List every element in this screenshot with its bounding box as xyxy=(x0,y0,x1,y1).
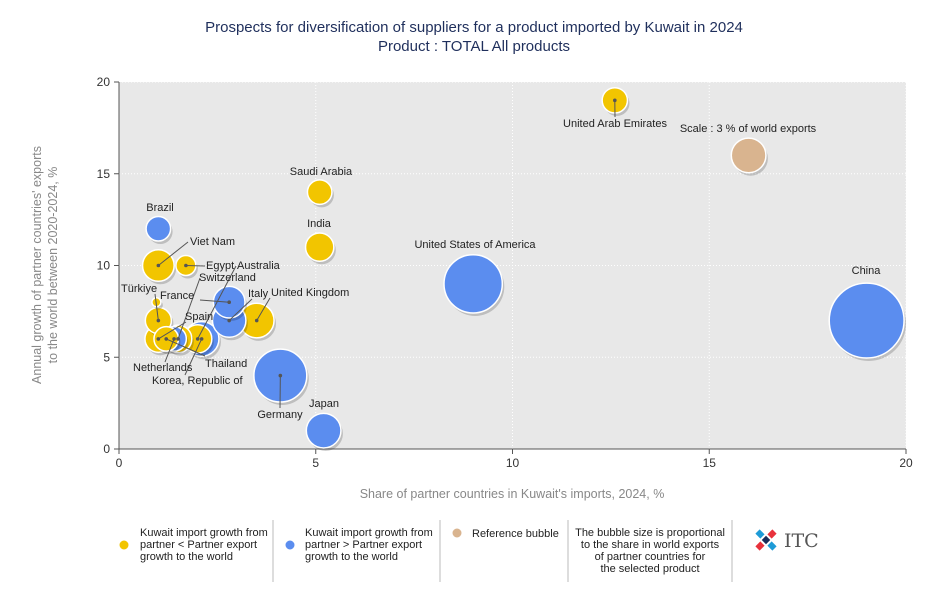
leader-dot xyxy=(156,337,161,341)
bubble-label: Brazil xyxy=(146,202,174,214)
bubble-label: Türkiye xyxy=(121,283,157,295)
leader-dot xyxy=(195,337,200,341)
leader-line xyxy=(185,265,206,267)
y-tick-label: 5 xyxy=(103,350,110,364)
leader-line xyxy=(158,321,187,340)
leader-dot xyxy=(156,318,161,323)
leader-dot xyxy=(254,318,259,323)
leader-line xyxy=(199,299,230,303)
leader-line xyxy=(177,277,201,340)
bubble-circle xyxy=(828,282,905,359)
bubble-point xyxy=(305,412,343,451)
legend-yellow-line2: partner < Partner export xyxy=(140,539,257,551)
bubble-point xyxy=(304,232,336,265)
legend-blue-line2: partner > Partner export xyxy=(305,539,422,551)
bubble-point xyxy=(443,253,505,317)
leader-line xyxy=(228,298,253,321)
bubble-point xyxy=(145,215,173,245)
reference-bubble xyxy=(730,137,768,176)
itc-logo-mark-icon xyxy=(755,529,777,551)
x-axis-title: Share of partner countries in Kuwait's i… xyxy=(360,487,665,501)
grid-lines xyxy=(119,81,907,449)
legend: Kuwait import growth from partner < Part… xyxy=(118,520,819,582)
leader-dot xyxy=(164,337,169,341)
legend-note-line3: of partner countries for xyxy=(595,551,706,563)
bubble-label: Egypt xyxy=(206,260,234,272)
bubble-label: Netherlands xyxy=(133,362,193,374)
bubble-label: Switzerland xyxy=(199,272,256,284)
bubble-circle xyxy=(145,215,172,242)
bubble-label: United Arab Emirates xyxy=(563,118,667,130)
leader-line xyxy=(164,338,175,363)
legend-note-line4: the selected product xyxy=(600,563,699,575)
bubble-circle xyxy=(443,253,504,314)
legend-blue-line1: Kuwait import growth from xyxy=(305,527,433,539)
chart-title: Prospects for diversification of supplie… xyxy=(205,19,743,36)
y-tick-label: 0 xyxy=(103,442,110,456)
bubble-label: India xyxy=(307,218,332,230)
leader-dot xyxy=(227,300,231,305)
y-tick-label: 10 xyxy=(97,259,111,273)
y-axis-title-line1: Annual growth of partner countries' expo… xyxy=(30,146,44,384)
bubble-point xyxy=(828,282,907,361)
leader-dot xyxy=(227,318,231,323)
bubble-label: Thailand xyxy=(205,358,247,370)
x-tick-label: 0 xyxy=(116,456,123,470)
bubble-circle xyxy=(304,232,335,263)
bubble-label: Spain xyxy=(185,311,213,323)
bubble-label: Germany xyxy=(257,409,303,421)
leader-dot xyxy=(156,263,161,268)
y-tick-label: 15 xyxy=(97,167,111,181)
bubble-label: Italy xyxy=(248,288,269,300)
bubble-label: United Kingdom xyxy=(271,287,349,299)
legend-blue-line3: growth to the world xyxy=(305,551,398,563)
leader-dot xyxy=(278,373,283,378)
legend-reference-marker xyxy=(451,527,463,539)
bubble-label: Japan xyxy=(309,398,339,410)
leader-line xyxy=(197,265,237,340)
leader-line xyxy=(166,338,206,357)
bubble-label: China xyxy=(852,265,882,277)
legend-yellow-line1: Kuwait import growth from xyxy=(140,527,268,539)
bubble-circle xyxy=(306,179,333,206)
bubble-label: Korea, Republic of xyxy=(152,375,243,387)
bubble-label: United States of America xyxy=(414,239,536,251)
leader-dot xyxy=(613,98,617,103)
bubble-circle xyxy=(305,412,342,449)
leader-line xyxy=(184,338,203,376)
legend-blue-marker xyxy=(284,539,296,551)
axis-ticks: 0 5 10 15 20 0 5 10 15 20 xyxy=(97,75,913,470)
bubble-label: France xyxy=(160,290,194,302)
itc-logo-text: ITC xyxy=(784,530,819,552)
reference-bubble-label: Scale : 3 % of world exports xyxy=(680,123,817,135)
bubble-label: Saudi Arabia xyxy=(290,166,353,178)
legend-yellow-marker xyxy=(118,539,130,551)
y-axis-title-line2: to the world between 2020-2024, % xyxy=(46,167,60,364)
x-tick-label: 20 xyxy=(899,456,913,470)
legend-note-line2: to the share in world exports xyxy=(581,539,720,551)
bubble-label: Australia xyxy=(237,260,281,272)
legend-yellow-line3: growth to the world xyxy=(140,551,233,563)
legend-reference-label: Reference bubble xyxy=(472,528,559,540)
leader-line xyxy=(154,293,159,321)
leader-line xyxy=(158,241,189,266)
x-tick-label: 5 xyxy=(312,456,319,470)
leader-dot xyxy=(199,337,204,341)
y-tick-label: 20 xyxy=(97,75,111,89)
bubble-circle xyxy=(730,137,767,174)
leader-dot xyxy=(184,263,188,268)
leader-dot xyxy=(172,337,176,341)
label-leader-lines xyxy=(154,98,617,409)
legend-note-line1: The bubble size is proportional xyxy=(575,527,725,539)
chart-subtitle: Product : TOTAL All products xyxy=(378,38,570,55)
x-tick-label: 10 xyxy=(506,456,520,470)
leader-dot xyxy=(176,337,180,341)
itc-logo: ITC xyxy=(755,529,819,552)
x-tick-label: 15 xyxy=(703,456,717,470)
bubble-point xyxy=(306,179,334,208)
leader-line xyxy=(256,297,271,321)
bubble-labels: China United States of America Germany Japa… xyxy=(121,118,881,421)
bubble-label: Viet Nam xyxy=(190,236,235,248)
